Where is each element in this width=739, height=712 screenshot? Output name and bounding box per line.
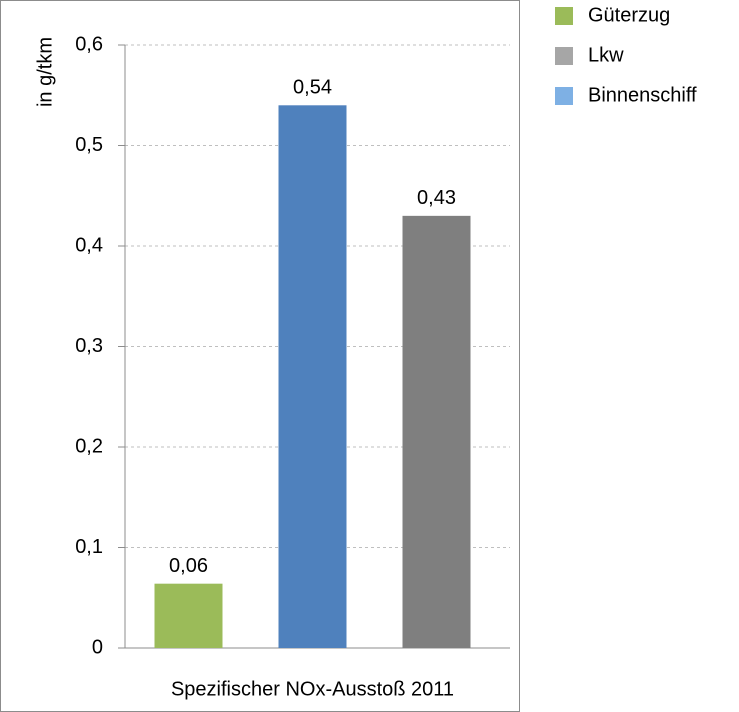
bar	[278, 105, 347, 649]
y-tick-label: 0,5	[75, 134, 103, 156]
y-tick-label: 0,1	[75, 536, 103, 558]
x-tick-label: Spezifischer NOx-Ausstoß 2011	[171, 678, 454, 700]
value-label: 0,06	[169, 555, 208, 577]
bar	[154, 583, 223, 648]
y-tick-label: 0	[92, 636, 103, 658]
y-tick-label: 0,2	[75, 435, 103, 457]
legend-swatch	[555, 87, 573, 105]
legend-swatch	[555, 7, 573, 25]
y-tick-label: 0,6	[75, 33, 103, 55]
y-tick-label: 0,4	[75, 234, 103, 256]
y-tick-label: 0,3	[75, 335, 103, 357]
bar	[402, 215, 471, 648]
legend-swatch	[555, 47, 573, 65]
legend-label: Güterzug	[588, 4, 670, 26]
value-label: 0,43	[417, 187, 456, 209]
y-axis-label: in g/tkm	[34, 37, 56, 107]
value-label: 0,54	[293, 77, 332, 99]
legend-label: Lkw	[588, 44, 624, 66]
legend-label: Binnenschiff	[588, 84, 697, 106]
